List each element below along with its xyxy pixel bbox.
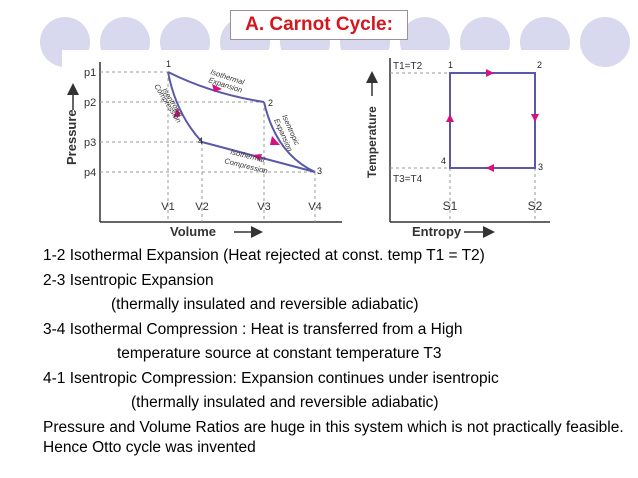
ts-top-temp: T1=T2: [393, 61, 423, 72]
pv-y-axis-label: Pressure: [64, 109, 79, 165]
tick-p1: p1: [84, 67, 96, 79]
ts-diagram: 1 2 3 4 T1=T2 T3=T4 S1 S2 Entropy Temper…: [360, 50, 570, 240]
arrow-3-4: [252, 154, 262, 161]
tick-p3: p3: [84, 137, 96, 149]
arrow-2-3: [270, 136, 280, 145]
tick-v4: V4: [308, 201, 321, 213]
tick-s1: S1: [443, 199, 458, 213]
curve-isentropic-compression: [167, 71, 203, 143]
tick-v3: V3: [257, 201, 270, 213]
desc-line-2-3-detail: (thermally insulated and reversible adia…: [111, 296, 419, 313]
desc-line-4-1: 4-1 Isentropic Compression: Expansion co…: [43, 369, 499, 387]
deco-circle: [580, 17, 630, 67]
desc-line-4-1-detail: (thermally insulated and reversible adia…: [131, 394, 439, 411]
tick-v1: V1: [161, 201, 174, 213]
ts-point-2: 2: [537, 60, 542, 70]
ts-y-axis-label: Temperature: [365, 106, 379, 178]
ts-x-axis-label: Entropy: [412, 224, 462, 239]
ts-arrow-3-4: [486, 164, 494, 172]
arrow-1-2: [212, 84, 222, 92]
desc-line-3-4-detail: temperature source at constant temperatu…: [117, 345, 442, 362]
ts-arrow-1-2: [486, 69, 494, 77]
slide-title: A. Carnot Cycle:: [245, 14, 393, 35]
pv-diagram: 1 2 3 4 p1 p2 p3 p4 V1 V2 V3 V4 Volume P…: [62, 50, 372, 240]
desc-line-3-4: 3-4 Isothermal Compression : Heat is tra…: [43, 320, 463, 338]
tick-p4: p4: [84, 167, 96, 179]
ts-point-4: 4: [441, 156, 446, 166]
ts-point-1: 1: [448, 60, 453, 70]
ts-arrow-2-3: [531, 114, 539, 122]
tick-p2: p2: [84, 97, 96, 109]
ts-point-3: 3: [538, 162, 543, 172]
title-box: A. Carnot Cycle:: [230, 10, 408, 40]
pv-point-1: 1: [166, 59, 171, 69]
pv-point-4: 4: [198, 136, 203, 146]
desc-note: Pressure and Volume Ratios are huge in t…: [43, 418, 624, 456]
ts-arrow-4-1: [446, 114, 454, 122]
curve-isentropic-expansion: [263, 101, 316, 173]
pv-point-3: 3: [317, 166, 322, 176]
tick-v2: V2: [195, 201, 208, 213]
tick-s2: S2: [528, 199, 543, 213]
ts-bottom-temp: T3=T4: [393, 174, 423, 185]
description-block: 1-2 Isothermal Expansion (Heat rejected …: [43, 244, 633, 458]
pv-x-axis-label: Volume: [170, 224, 216, 239]
desc-line-1-2: 1-2 Isothermal Expansion (Heat rejected …: [43, 247, 485, 264]
arrow-4-1: [173, 108, 181, 118]
desc-line-2-3: 2-3 Isentropic Expansion: [43, 271, 214, 289]
pv-point-2: 2: [268, 98, 273, 108]
